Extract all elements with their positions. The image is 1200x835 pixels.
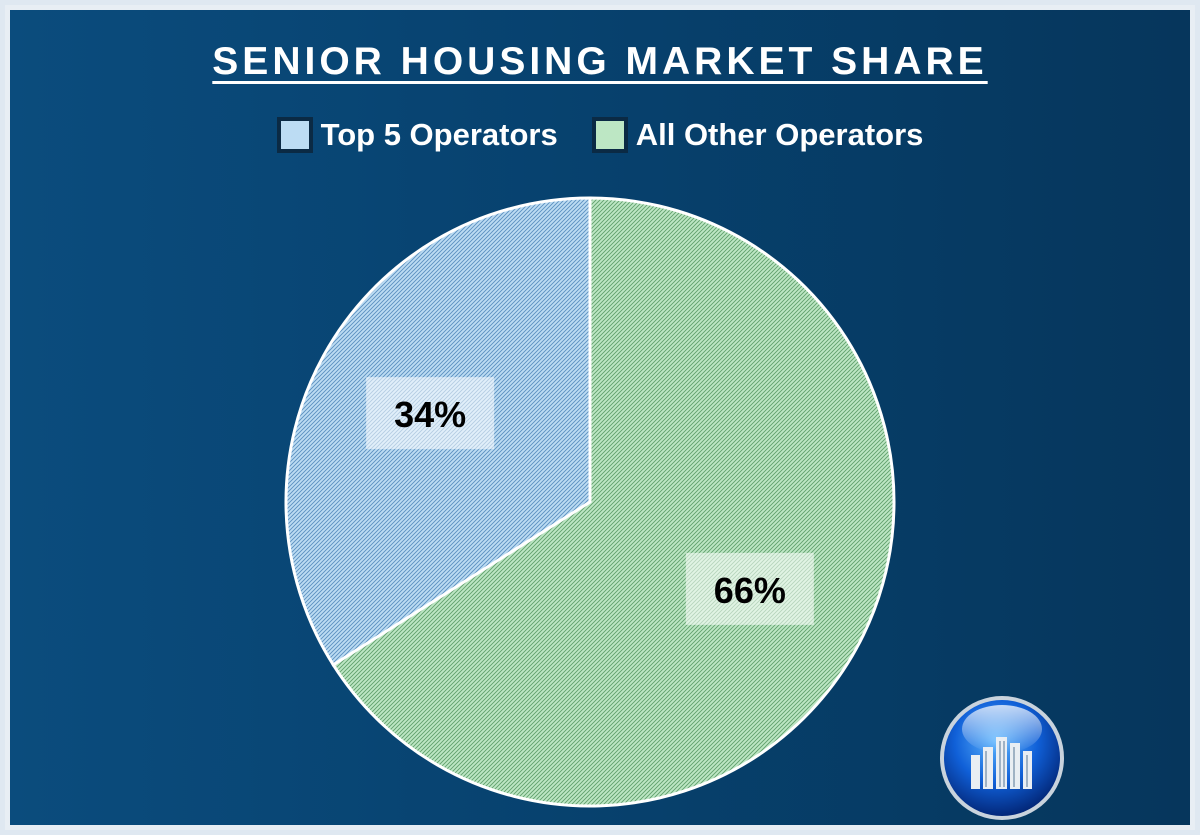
svg-text:66%: 66% [714, 570, 786, 611]
pie-slice-all-other [331, 196, 896, 808]
legend-item-all-other: All Other Operators [591, 117, 924, 153]
svg-text:34%: 34% [394, 394, 466, 435]
legend-swatch-top-5 [276, 117, 313, 153]
data-label-all-other: 66% [685, 552, 814, 625]
pie-data-labels: 34% 66% [366, 377, 814, 625]
legend-label-top-5: Top 5 Operators [320, 117, 558, 152]
pie-chart: 34% 66% [284, 196, 896, 808]
building-globe-logo-icon [940, 696, 1064, 820]
legend-item-top-5: Top 5 Operators [276, 117, 558, 153]
chart-panel: SENIOR HOUSING MARKET SHARE Top 5 Operat… [10, 10, 1190, 825]
pie-slices [284, 196, 896, 808]
legend-swatch-all-other [591, 117, 628, 153]
chart-title: SENIOR HOUSING MARKET SHARE [212, 40, 988, 83]
legend-label-all-other: All Other Operators [635, 117, 924, 152]
data-label-top-5: 34% [366, 377, 495, 450]
chart-legend: Top 5 Operators All Other Operators [10, 117, 1190, 153]
